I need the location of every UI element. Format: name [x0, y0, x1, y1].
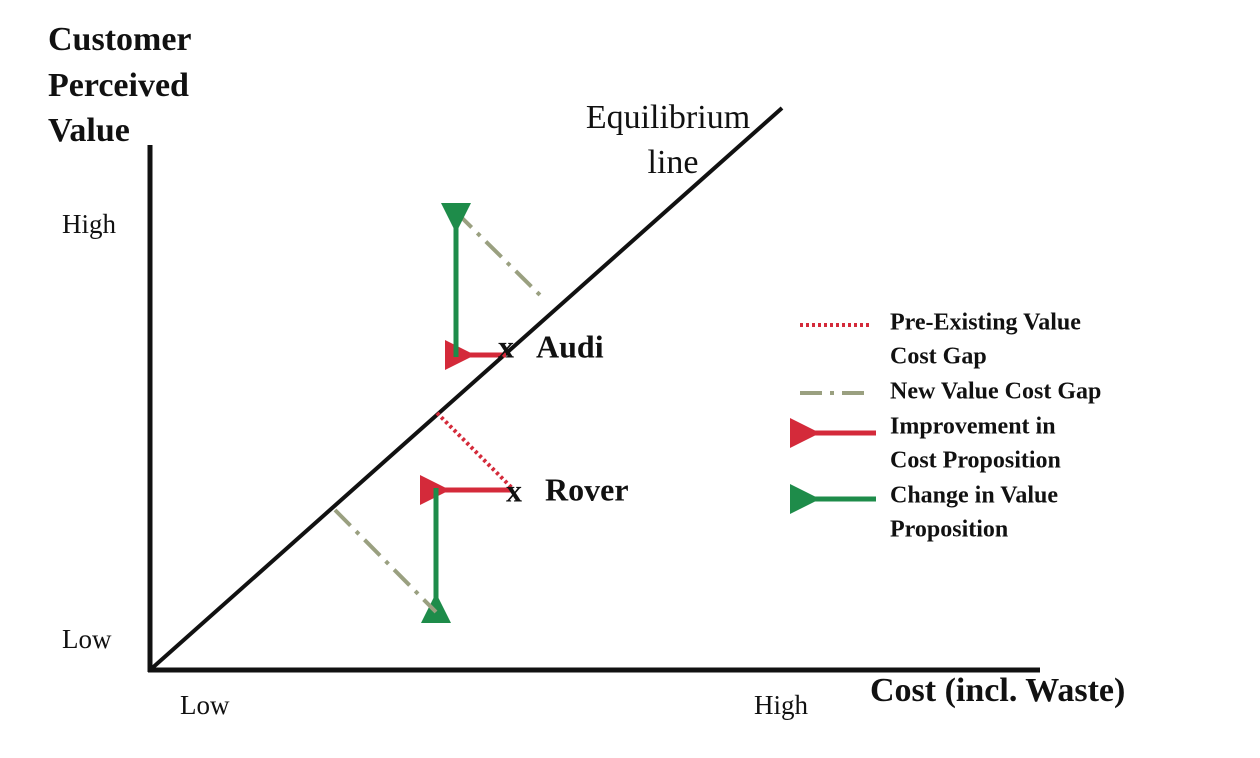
y-high-label: High: [62, 209, 117, 239]
legend-text: Change in Value: [890, 483, 1058, 509]
legend-text: Improvement in: [890, 414, 1056, 440]
point-label: Audi: [536, 328, 604, 364]
axes: [147, 106, 1040, 673]
equilibrium-line: [148, 106, 784, 672]
equilibrium-label: Equilibrium: [586, 99, 750, 136]
x-high-label: High: [754, 690, 809, 720]
pre-gap-line: [435, 411, 514, 490]
x-low-label: Low: [180, 690, 230, 720]
legend-text: New Value Cost Gap: [890, 379, 1101, 405]
legend-text: Proposition: [890, 517, 1008, 543]
y-low-label: Low: [62, 624, 112, 654]
y-axis-title: Value: [48, 112, 130, 149]
y-axis-title: Customer: [48, 21, 192, 58]
new-gap-line: [454, 210, 547, 302]
legend-text: Cost Gap: [890, 344, 987, 370]
point-label: Rover: [545, 471, 629, 507]
legend: Pre-Existing Value Cost Gap New Value Co…: [790, 310, 1101, 543]
point-marker: x: [506, 472, 522, 508]
point-marker: x: [498, 328, 514, 364]
legend-text: Cost Proposition: [890, 448, 1061, 474]
legend-text: Pre-Existing Value: [890, 310, 1081, 336]
new-gap-line: [333, 508, 438, 614]
y-axis-title: Perceived: [48, 67, 189, 104]
equilibrium-label: line: [648, 144, 699, 181]
x-axis-title: Cost (incl. Waste): [870, 672, 1125, 709]
